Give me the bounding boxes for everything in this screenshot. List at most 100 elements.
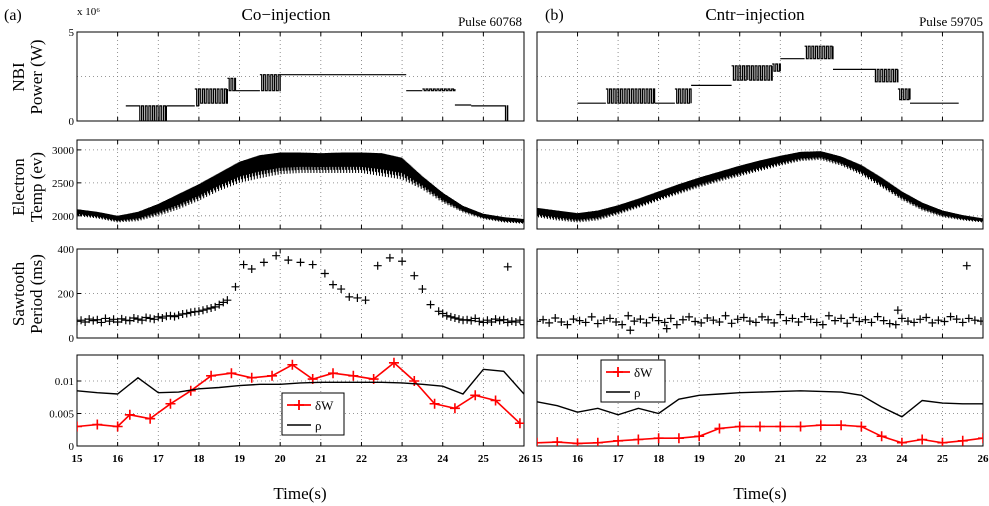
point-b-saw-26 (691, 317, 700, 326)
point-b-saw-37 (758, 312, 767, 321)
point-b-saw-49 (831, 316, 840, 325)
point-a-saw-46 (320, 269, 329, 278)
point-a-saw-40 (247, 265, 256, 274)
series-b-dw-1 (537, 390, 983, 418)
point-a-saw-50 (353, 293, 362, 302)
ytick-label-a-dw-0.01: 0.01 (55, 376, 74, 388)
marker-a-dw-9 (246, 372, 257, 383)
point-b-saw-68 (946, 312, 955, 321)
axes-b-nbi (536, 31, 984, 122)
series-group-b-nbi (577, 45, 959, 104)
point-b-saw-36 (751, 318, 760, 327)
point-a-saw-65 (463, 315, 472, 324)
legend-right-box (600, 359, 666, 403)
frame-b-nbi (536, 31, 984, 122)
point-a-saw-38 (231, 282, 240, 291)
point-b-saw-75 (662, 324, 671, 333)
point-b-saw-71 (964, 314, 973, 323)
point-a-saw-43 (284, 256, 293, 265)
point-a-saw-44 (296, 258, 305, 267)
point-a-saw-70 (483, 316, 492, 325)
axes-a-dw: 15 16 17 18 19 20 21 22 23 24 25 26 0 0.005 0.01 (49, 354, 531, 465)
point-a-saw-78 (515, 316, 524, 325)
point-b-saw-61 (903, 317, 912, 326)
point-b-saw-58 (885, 319, 894, 328)
point-a-saw-57 (426, 300, 435, 309)
point-a-saw-42 (272, 251, 281, 260)
point-b-saw-48 (824, 311, 833, 320)
xtick-label-a-dw-23: 23 (397, 453, 409, 465)
xtick-label-a-dw-16: 16 (112, 453, 124, 465)
row2-ylabel-line2: Temp (ev) (27, 152, 46, 222)
point-a-saw-69 (479, 318, 488, 327)
point-b-saw-16 (630, 317, 639, 326)
marker-b-dw-19 (917, 434, 928, 445)
point-b-saw-60 (897, 314, 906, 323)
point-a-saw-18 (146, 314, 155, 323)
ytick-label-a-saw-400: 400 (58, 244, 75, 256)
legend-left-rho-text: ρ (315, 418, 322, 433)
point-b-saw-25 (685, 312, 694, 321)
ytick-label-a-dw-0.005: 0.005 (49, 409, 74, 421)
xtick-label-a-dw-25: 25 (478, 453, 490, 465)
xtick-label-b-dw-23: 23 (856, 453, 868, 465)
marker-b-dw-18 (896, 437, 907, 446)
frame-a-te (76, 139, 525, 230)
point-a-saw-3 (85, 315, 94, 324)
axes-b-dw: 15 16 17 18 19 20 21 22 23 24 25 26 (532, 354, 989, 465)
marker-a-dw-2 (112, 421, 123, 432)
frame-b-dw (536, 354, 984, 447)
series-group-b-saw (537, 261, 983, 335)
point-b-saw-27 (697, 318, 706, 327)
point-a-saw-31 (198, 306, 207, 315)
ytick-label-a-dw-0: 0 (69, 441, 75, 453)
point-a-saw-6 (97, 318, 106, 327)
point-b-saw-20 (654, 316, 663, 325)
marker-b-dw-20 (937, 437, 948, 446)
point-a-saw-58 (434, 307, 443, 316)
marker-b-dw-11 (755, 421, 765, 432)
series-a-nbi-0 (125, 74, 509, 121)
point-a-saw-23 (166, 311, 175, 320)
marker-a-dw-3 (124, 409, 135, 420)
point-a-saw-39 (239, 260, 248, 269)
point-a-saw-62 (450, 313, 459, 322)
frame-a-nbi (76, 31, 525, 122)
axes-b-saw (536, 248, 984, 339)
point-a-saw-45 (308, 260, 317, 269)
marker-a-dw-21 (490, 395, 501, 406)
point-a-saw-47 (329, 280, 338, 289)
point-b-saw-76 (893, 306, 902, 315)
xtick-label-b-dw-15: 15 (532, 453, 544, 465)
point-a-saw-37 (223, 296, 232, 305)
point-b-saw-59 (891, 320, 900, 329)
point-b-saw-69 (952, 315, 961, 324)
point-a-saw-36 (219, 298, 228, 307)
point-a-saw-5 (93, 315, 102, 324)
point-a-saw-32 (203, 305, 212, 314)
marker-a-dw-19 (449, 403, 460, 414)
panel-a-title: Co−injection (242, 5, 331, 24)
point-b-saw-50 (837, 314, 846, 323)
marker-a-dw-4 (145, 413, 156, 424)
xtick-label-a-dw-18: 18 (193, 453, 205, 465)
point-b-saw-9 (587, 312, 596, 321)
panel-b-title: Cntr−injection (705, 5, 805, 24)
panel-a-label: (a) (4, 7, 22, 24)
point-a-saw-49 (345, 292, 354, 301)
xtick-label-b-dw-21: 21 (775, 453, 786, 465)
series-a-dw-1 (77, 368, 524, 395)
xtick-label-a-dw-22: 22 (356, 453, 368, 465)
point-b-saw-64 (922, 313, 931, 322)
point-b-saw-0 (537, 317, 541, 326)
point-b-saw-74 (626, 326, 635, 335)
point-a-saw-53 (385, 253, 394, 262)
row3-ylabel-line2: Period (ms) (27, 254, 46, 334)
xtick-label-a-dw-26: 26 (519, 453, 531, 465)
point-a-saw-56 (418, 285, 427, 294)
point-a-saw-8 (105, 317, 114, 326)
marker-a-dw-13 (328, 368, 339, 379)
point-a-saw-54 (398, 257, 407, 266)
marker-a-dw-20 (470, 390, 481, 401)
series-b-te-0 (537, 151, 983, 223)
